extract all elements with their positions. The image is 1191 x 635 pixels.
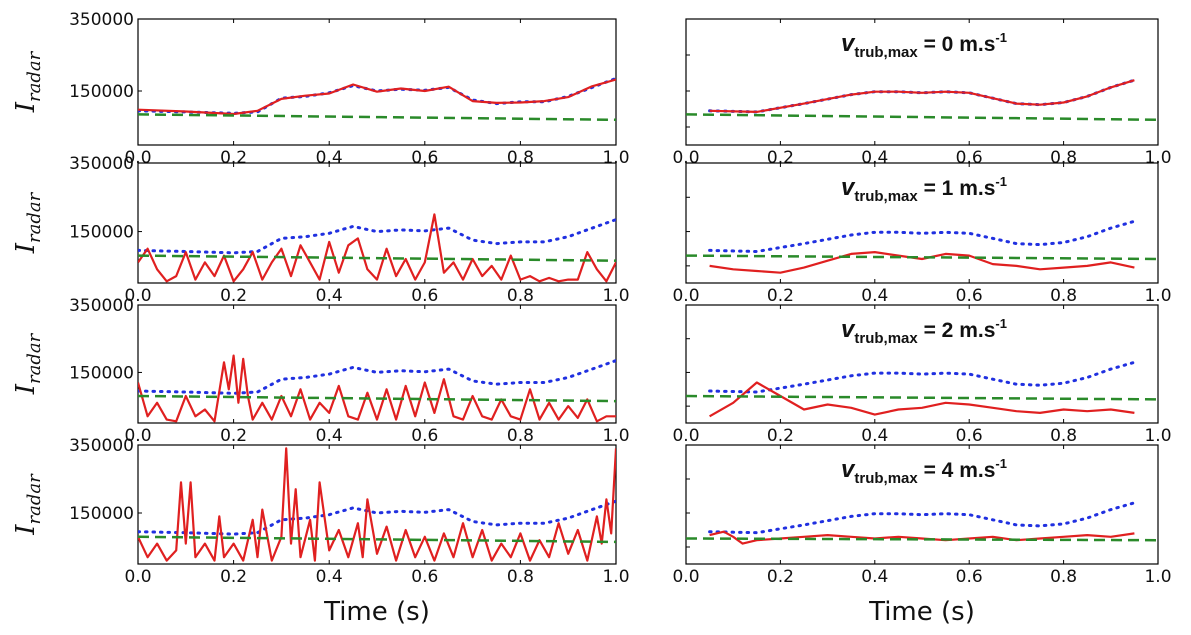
- series-line-2: [138, 78, 616, 116]
- x-tick-label: 0.0: [672, 426, 699, 446]
- x-tick-label: 0.8: [1050, 426, 1077, 446]
- series-line-3: [138, 113, 616, 122]
- x-tick-label: 1.0: [602, 426, 629, 446]
- series-line-1: [708, 219, 1136, 253]
- x-tick-label: 0.8: [507, 426, 534, 446]
- x-tick-label: 0.0: [672, 286, 699, 306]
- series-line-1: [138, 218, 616, 255]
- x-tick-label: 0.6: [956, 426, 983, 446]
- y-axis-label: Iradar: [11, 473, 45, 536]
- series-line-2: [138, 213, 616, 283]
- x-tick-label: 0.8: [507, 567, 534, 587]
- x-tick-label: 0.8: [507, 286, 534, 306]
- plot-frame: [137, 444, 617, 565]
- panel-8: 0.0 0.2 0.4 0.6 0.8 1.0 vtrub,max = 4 m.s-1: [672, 444, 1172, 587]
- series-line-3: [138, 394, 616, 403]
- x-tick-label: 0.4: [861, 567, 888, 587]
- x-tick-label: 1.0: [1144, 426, 1171, 446]
- x-tick-label: 1.0: [1144, 286, 1171, 306]
- x-tick-label: 0.6: [411, 426, 438, 446]
- x-tick-label: 0.2: [220, 286, 247, 306]
- velocity-annotation: vtrub,max = 2 m.s-1: [841, 316, 1007, 347]
- series-line-1: [708, 360, 1136, 394]
- x-tick-label: 0.8: [1050, 567, 1077, 587]
- velocity-annotation: vtrub,max = 4 m.s-1: [841, 456, 1007, 487]
- series-line-2: [709, 251, 1135, 274]
- series-line-1: [708, 501, 1136, 535]
- series-line-3: [686, 113, 1158, 122]
- x-tick-label: 0.4: [861, 286, 888, 306]
- velocity-annotation: vtrub,max = 1 m.s-1: [841, 174, 1007, 205]
- x-tick-label: 0.0: [124, 426, 151, 446]
- series-line-3: [138, 254, 616, 262]
- series-line-3: [686, 254, 1158, 261]
- series-line-2: [709, 530, 1135, 545]
- x-tick-label: 0.2: [220, 567, 247, 587]
- y-tick-label: 150000: [69, 82, 134, 102]
- x-tick-label: 0.2: [767, 286, 794, 306]
- series-line-3: [686, 537, 1158, 542]
- x-tick-label: 0.6: [411, 567, 438, 587]
- x-tick-label: 0.4: [316, 426, 343, 446]
- x-tick-label: 0.6: [411, 286, 438, 306]
- y-tick-label: 350000: [69, 436, 134, 456]
- x-tick-label: 0.6: [956, 567, 983, 587]
- plot-frame: [137, 304, 617, 424]
- series-line-1: [138, 359, 616, 395]
- plot-frame: [137, 162, 617, 284]
- x-tick-label: 0.0: [124, 286, 151, 306]
- series-line-3: [138, 535, 616, 544]
- panel-6: 0.0 0.2 0.4 0.6 0.8 1.0 vtrub,max = 1 m.s-1: [672, 162, 1172, 306]
- x-axis-label-right: Time (s): [868, 597, 975, 627]
- y-axis-label: Iradar: [11, 332, 45, 395]
- plot-frame: [685, 18, 1159, 146]
- plot-frame: [685, 444, 1159, 565]
- panel-4: 0.0 0.2 0.4 0.6 0.8 1.0 350000 150000 Iradar: [11, 436, 630, 587]
- x-tick-label: 0.2: [767, 426, 794, 446]
- panel-7: 0.0 0.2 0.4 0.6 0.8 1.0 vtrub,max = 2 m.s-1: [672, 304, 1172, 446]
- plot-frame: [137, 18, 617, 146]
- x-tick-label: 0.8: [1050, 286, 1077, 306]
- x-tick-label: 0.4: [316, 567, 343, 587]
- y-tick-label: 150000: [69, 504, 134, 524]
- plot-frame: [685, 304, 1159, 424]
- plot-frame: [685, 162, 1159, 284]
- x-tick-label: 0.4: [316, 286, 343, 306]
- x-axis-label-left: Time (s): [323, 597, 430, 627]
- x-tick-label: 0.6: [956, 286, 983, 306]
- x-tick-label: 0.4: [861, 426, 888, 446]
- y-tick-label: 350000: [69, 296, 134, 316]
- x-tick-label: 1.0: [1144, 567, 1171, 587]
- y-tick-label: 350000: [69, 10, 134, 30]
- velocity-annotation: vtrub,max = 0 m.s-1: [841, 30, 1007, 61]
- x-tick-label: 0.0: [124, 567, 151, 587]
- y-tick-label: 150000: [69, 363, 134, 383]
- x-tick-label: 0.2: [767, 567, 794, 587]
- y-tick-label: 150000: [69, 223, 134, 243]
- panel-3: 0.0 0.2 0.4 0.6 0.8 1.0 350000 150000 Iradar: [11, 296, 630, 446]
- series-line-2: [709, 79, 1135, 114]
- x-tick-label: 1.0: [602, 567, 629, 587]
- x-tick-label: 0.0: [672, 567, 699, 587]
- series-line-1: [138, 499, 616, 536]
- x-tick-label: 0.2: [220, 426, 247, 446]
- x-tick-label: 1.0: [602, 286, 629, 306]
- series-line-3: [686, 394, 1158, 401]
- panel-2: 0.0 0.2 0.4 0.6 0.8 1.0 350000 150000 Iradar: [11, 154, 630, 306]
- y-tick-label: 350000: [69, 154, 134, 174]
- y-axis-label: Iradar: [11, 191, 45, 254]
- series-line-2: [138, 354, 616, 423]
- y-axis-label: Iradar: [11, 50, 45, 113]
